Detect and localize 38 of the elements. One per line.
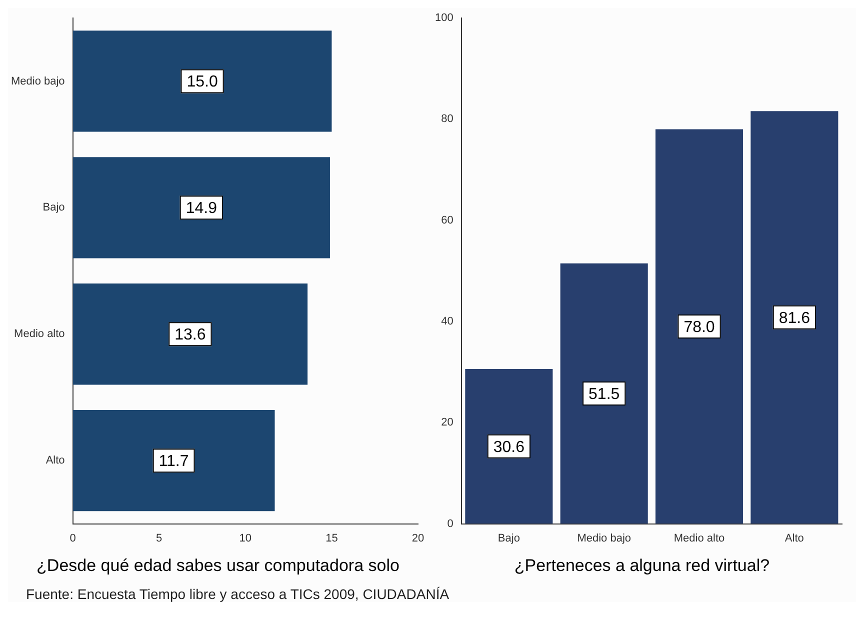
x-tick-label: Medio bajo xyxy=(577,532,632,544)
bar xyxy=(465,369,553,524)
bar xyxy=(560,263,648,524)
y-tick-label: Medio bajo xyxy=(10,75,65,88)
text: ¿Desde qué edad sabes usar computadora solo xyxy=(36,556,400,576)
x-tick-label: 15 xyxy=(326,532,338,544)
x-tick-label: 20 xyxy=(412,532,424,544)
data-label: 14.9 xyxy=(186,200,218,218)
data-label: 11.7 xyxy=(158,452,189,470)
data-label: 51.5 xyxy=(588,386,620,403)
x-tick-label: 0 xyxy=(70,532,76,544)
x-tick-label: Medio alto xyxy=(674,532,725,544)
x-tick-label: Bajo xyxy=(498,532,520,544)
x-tick-label: 10 xyxy=(239,532,252,544)
bar xyxy=(655,129,744,524)
bar xyxy=(750,111,838,524)
y-tick-label: 40 xyxy=(441,316,454,328)
y-tick-label: 20 xyxy=(441,416,454,429)
y-tick-label: Bajo xyxy=(42,202,65,214)
data-label: 30.6 xyxy=(493,438,525,456)
y-tick-label: 100 xyxy=(434,12,454,24)
y-tick-label: Medio alto xyxy=(14,328,65,340)
y-tick-label: 60 xyxy=(441,214,454,226)
data-label: 15.0 xyxy=(186,74,218,91)
source-note: Fuente: Encuesta Tiempo libre y acceso a TICs 2009, CIUDADANÍA xyxy=(26,586,450,602)
bar xyxy=(72,284,308,385)
data-label: 81.6 xyxy=(778,310,810,327)
data-label: 78.0 xyxy=(684,318,715,336)
bar xyxy=(72,410,275,512)
y-tick-label: 0 xyxy=(447,518,454,530)
data-label: 13.6 xyxy=(174,326,206,344)
y-tick-label: Alto xyxy=(46,454,65,467)
bar xyxy=(72,157,330,258)
text: ¿Perteneces a alguna red virtual? xyxy=(514,556,770,576)
y-tick-label: 80 xyxy=(441,113,454,126)
x-tick-label: 5 xyxy=(156,532,162,544)
bar xyxy=(72,30,332,132)
x-tick-label: Alto xyxy=(784,532,804,544)
